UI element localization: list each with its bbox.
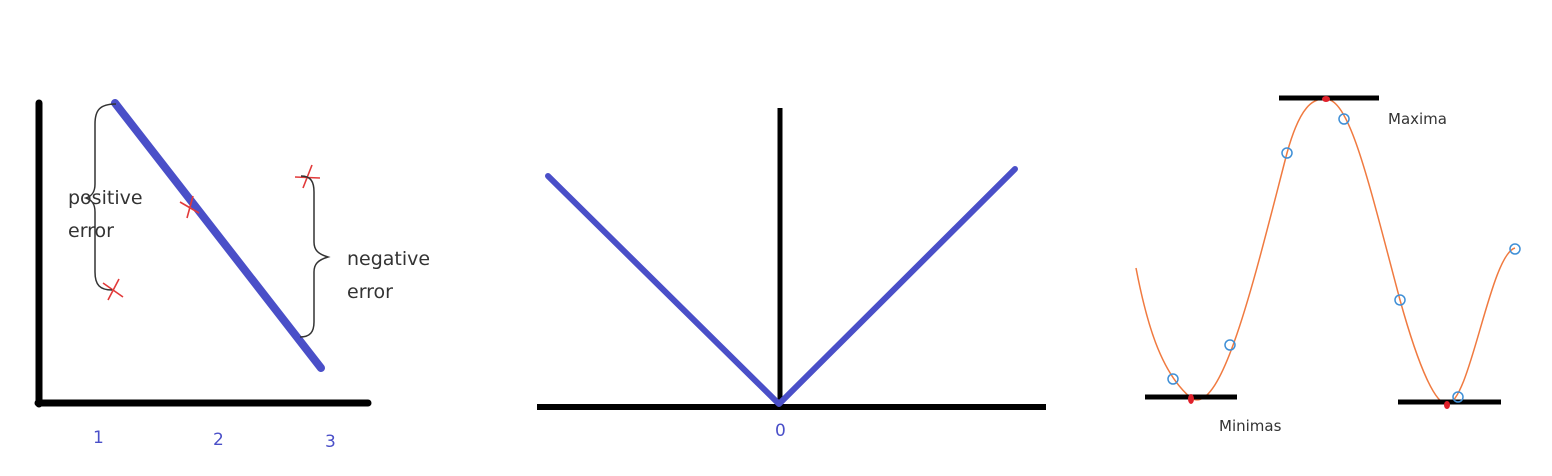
minima-point-right: [1444, 401, 1450, 409]
positive-error-label-line1: positive: [68, 187, 143, 209]
negative-error-brace: [299, 175, 331, 338]
error-point-below: [102, 278, 124, 301]
tick-label-1: 1: [93, 428, 104, 448]
maxima-point: [1322, 96, 1330, 102]
sample-point: [1509, 243, 1521, 255]
positive-error-brace: [83, 103, 117, 291]
extrema-panel: Maxima Minimas: [1135, 95, 1521, 435]
sine-curve: [1135, 98, 1516, 405]
negative-error-label-line1: negative: [347, 248, 430, 270]
abs-v-curve: [545, 166, 1018, 407]
sample-point: [1394, 294, 1406, 306]
sample-point: [1452, 391, 1464, 403]
sample-point: [1338, 113, 1350, 125]
sample-point: [1281, 147, 1293, 159]
sample-point: [1224, 339, 1236, 351]
abs-panel: 0: [537, 108, 1046, 441]
error-point-on-line: [179, 195, 200, 219]
minimas-label: Minimas: [1219, 417, 1282, 435]
error-panel: positive error negative error 1 2 3: [34, 99, 430, 452]
regression-line: [111, 99, 325, 372]
maxima-label: Maxima: [1388, 110, 1447, 128]
tick-label-2: 2: [213, 430, 224, 450]
sample-points: [1167, 113, 1521, 403]
sample-point: [1167, 373, 1179, 385]
error-point-above: [294, 164, 321, 189]
tick-label-3: 3: [325, 432, 336, 452]
positive-error-label-line2: error: [68, 220, 114, 242]
origin-label: 0: [775, 421, 786, 441]
minima-point-left: [1188, 394, 1194, 404]
negative-error-label-line2: error: [347, 281, 393, 303]
